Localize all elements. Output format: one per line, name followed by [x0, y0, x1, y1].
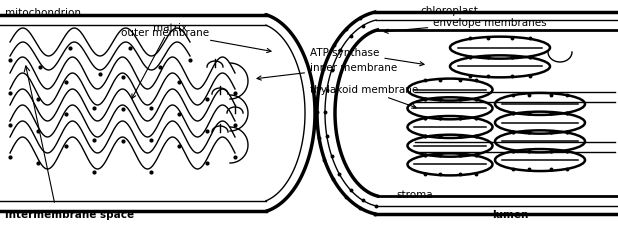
Text: inner membrane: inner membrane	[257, 63, 397, 81]
Text: outer membrane: outer membrane	[121, 28, 271, 53]
Text: mitochondrion: mitochondrion	[5, 8, 81, 18]
Text: intermembrane space: intermembrane space	[6, 209, 135, 219]
Text: thylakoid membrane: thylakoid membrane	[310, 85, 418, 109]
Text: ATP synthase: ATP synthase	[310, 48, 424, 67]
Text: lumen: lumen	[492, 209, 528, 219]
Text: envelope membranes: envelope membranes	[384, 18, 547, 34]
Text: chloroplast: chloroplast	[420, 6, 478, 16]
Text: matrix: matrix	[132, 23, 187, 99]
Text: stroma: stroma	[397, 189, 433, 199]
